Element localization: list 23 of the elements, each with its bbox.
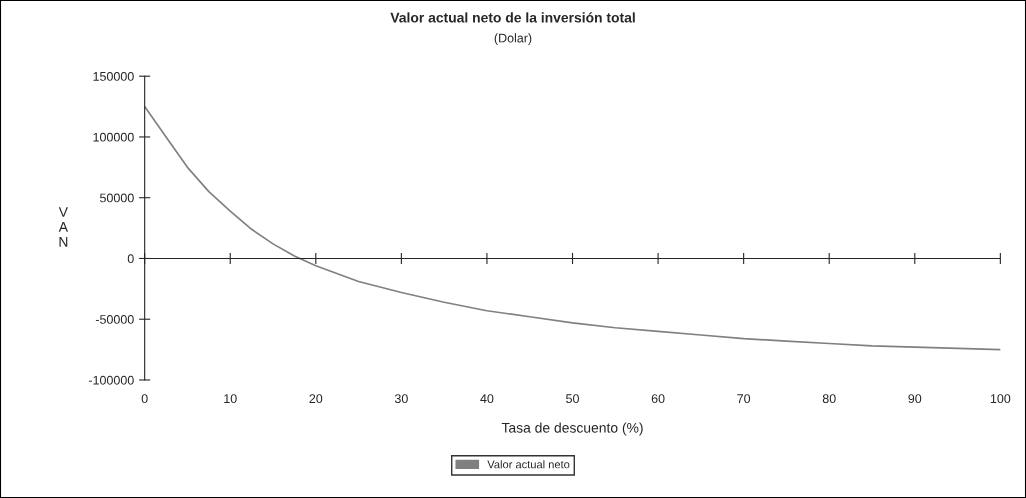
- x-tick-label: 50: [566, 394, 579, 404]
- x-tick-label: 10: [224, 394, 237, 404]
- x-tick-label: 80: [822, 394, 836, 404]
- chart-subtitle: (Dolar): [494, 33, 532, 45]
- line-series: [144, 105, 1001, 351]
- y-tick-label: 0: [127, 254, 134, 264]
- legend-label: Valor actual neto: [487, 460, 570, 469]
- y-tick-label: 50000: [99, 193, 134, 203]
- y-tick-label: 150000: [93, 71, 134, 81]
- y-tick-label: -100000: [88, 375, 134, 385]
- x-tick-label: 30: [394, 394, 408, 404]
- x-tick-label: 20: [309, 394, 323, 404]
- x-axis-title: Tasa de descuento (%): [501, 422, 643, 436]
- x-tick-label: 90: [908, 394, 922, 404]
- x-tick-label: 40: [480, 394, 494, 404]
- y-tick-label: 100000: [93, 132, 134, 142]
- chart-title: Valor actual neto de la inversión total: [390, 12, 635, 23]
- y-axis-title: VAN: [58, 207, 68, 247]
- y-tick-label: -50000: [95, 315, 134, 324]
- x-tick-label: 0: [141, 394, 148, 404]
- x-tick-label: 70: [737, 394, 751, 404]
- x-tick-label: 60: [651, 394, 665, 404]
- x-tick-label: 100: [990, 394, 1011, 404]
